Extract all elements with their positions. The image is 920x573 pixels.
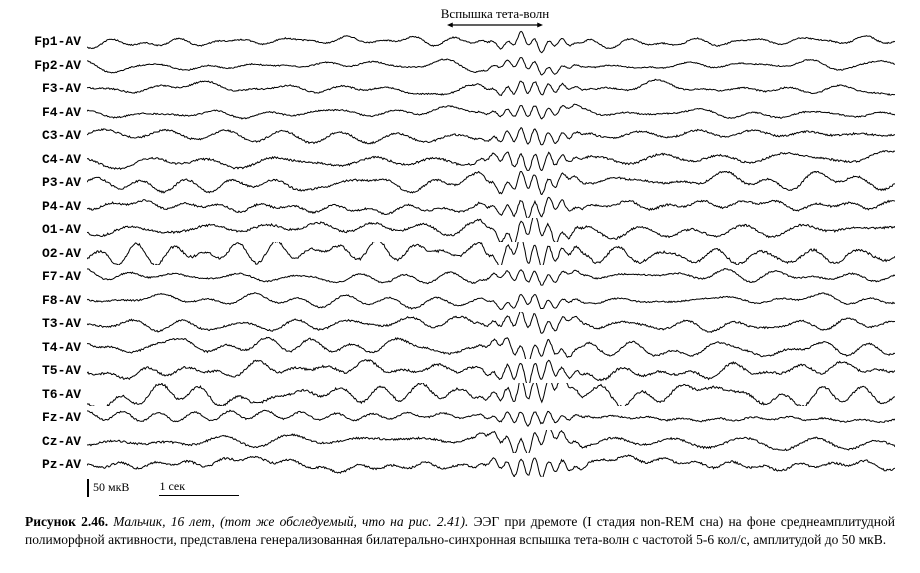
channel-label: C3-AV bbox=[25, 128, 87, 143]
channel-row: P3-AV bbox=[25, 171, 895, 195]
channel-row: T6-AV bbox=[25, 383, 895, 407]
scale-horizontal: 1 сек bbox=[159, 479, 239, 496]
channel-row: Fz-AV bbox=[25, 406, 895, 430]
annotation-block: Вспышка тета-волн bbox=[95, 6, 895, 28]
channel-row: F7-AV bbox=[25, 265, 895, 289]
eeg-trace bbox=[87, 453, 895, 477]
scale-v-bar bbox=[87, 479, 89, 497]
channel-label: F8-AV bbox=[25, 293, 87, 308]
eeg-trace bbox=[87, 124, 895, 148]
channel-row: O2-AV bbox=[25, 242, 895, 266]
eeg-trace bbox=[87, 265, 895, 289]
scale-vertical: 50 мкВ bbox=[87, 479, 129, 497]
scale-bar: 50 мкВ 1 сек bbox=[87, 479, 895, 497]
annotation-marker bbox=[447, 22, 543, 28]
eeg-trace bbox=[87, 430, 895, 454]
eeg-trace-area: Fp1-AV Fp2-AV F3-AV F4-AV C3-AV C4-AV P3-AV P4-… bbox=[25, 30, 895, 477]
channel-label: Fz-AV bbox=[25, 410, 87, 425]
channel-row: Pz-AV bbox=[25, 453, 895, 477]
annotation-label: Вспышка тета-волн bbox=[441, 6, 550, 21]
channel-row: Cz-AV bbox=[25, 430, 895, 454]
channel-row: C3-AV bbox=[25, 124, 895, 148]
channel-label: T4-AV bbox=[25, 340, 87, 355]
channel-row: P4-AV bbox=[25, 195, 895, 219]
eeg-trace bbox=[87, 336, 895, 360]
eeg-trace bbox=[87, 101, 895, 125]
channel-label: Fp1-AV bbox=[25, 34, 87, 49]
channel-row: Fp1-AV bbox=[25, 30, 895, 54]
channel-label: O2-AV bbox=[25, 246, 87, 261]
eeg-trace bbox=[87, 312, 895, 336]
channel-label: F3-AV bbox=[25, 81, 87, 96]
scale-h-bar bbox=[159, 494, 239, 496]
eeg-trace bbox=[87, 171, 895, 195]
channel-label: T3-AV bbox=[25, 316, 87, 331]
channel-label: P3-AV bbox=[25, 175, 87, 190]
channel-row: O1-AV bbox=[25, 218, 895, 242]
scale-v-label: 50 мкВ bbox=[93, 480, 129, 495]
channel-label: Cz-AV bbox=[25, 434, 87, 449]
channel-label: P4-AV bbox=[25, 199, 87, 214]
eeg-figure: Вспышка тета-волн Fp1-AV Fp2-AV F3-AV F4-AV… bbox=[0, 0, 920, 573]
channel-label: O1-AV bbox=[25, 222, 87, 237]
channel-row: T3-AV bbox=[25, 312, 895, 336]
channel-label: Fp2-AV bbox=[25, 58, 87, 73]
eeg-trace bbox=[87, 289, 895, 313]
figure-caption: Рисунок 2.46. Мальчик, 16 лет, (тот же о… bbox=[25, 513, 895, 549]
channel-label: T6-AV bbox=[25, 387, 87, 402]
eeg-trace bbox=[87, 148, 895, 172]
eeg-trace bbox=[87, 383, 895, 407]
channel-row: F4-AV bbox=[25, 101, 895, 125]
eeg-trace bbox=[87, 30, 895, 54]
caption-italic: Мальчик, 16 лет, (тот же обследуемый, чт… bbox=[113, 514, 468, 529]
channel-row: T4-AV bbox=[25, 336, 895, 360]
channel-label: C4-AV bbox=[25, 152, 87, 167]
eeg-trace bbox=[87, 77, 895, 101]
channel-row: F3-AV bbox=[25, 77, 895, 101]
channel-row: F8-AV bbox=[25, 289, 895, 313]
eeg-trace bbox=[87, 218, 895, 242]
scale-h-label: 1 сек bbox=[159, 479, 185, 494]
channel-label: F7-AV bbox=[25, 269, 87, 284]
channel-label: F4-AV bbox=[25, 105, 87, 120]
channel-label: Pz-AV bbox=[25, 457, 87, 472]
eeg-trace bbox=[87, 242, 895, 266]
eeg-trace bbox=[87, 195, 895, 219]
channel-label: T5-AV bbox=[25, 363, 87, 378]
eeg-trace bbox=[87, 406, 895, 430]
channel-row: C4-AV bbox=[25, 148, 895, 172]
channel-row: Fp2-AV bbox=[25, 54, 895, 78]
eeg-trace bbox=[87, 54, 895, 78]
channel-row: T5-AV bbox=[25, 359, 895, 383]
eeg-trace bbox=[87, 359, 895, 383]
caption-fig-label: Рисунок 2.46. bbox=[25, 514, 108, 529]
